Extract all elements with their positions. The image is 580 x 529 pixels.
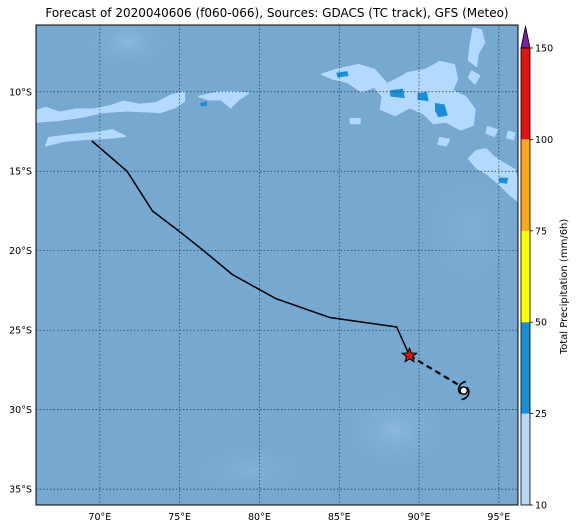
lat-tick-label: 10°S xyxy=(9,87,32,98)
past-track-line xyxy=(91,140,411,356)
precip-light-area xyxy=(44,129,127,147)
colorbar: 10 25 50 75 100 150 Total Precipitation (mm/6h… xyxy=(520,25,570,512)
colorbar-segment xyxy=(521,413,530,505)
precip-light-area xyxy=(349,118,361,125)
star-icon xyxy=(400,346,418,363)
cyclone-icon xyxy=(457,380,470,401)
precip-light-area xyxy=(36,91,186,123)
lon-tick-label: 70°E xyxy=(88,512,111,523)
precipitation-medium-layer xyxy=(200,71,509,184)
lat-tick-label: 25°S xyxy=(9,326,32,337)
plot-frame xyxy=(35,24,519,506)
precip-medium-area xyxy=(435,102,448,118)
colorbar-segment xyxy=(521,48,530,140)
axis-ticks: 70°E 75°E 80°E 85°E 90°E 95°E 10°S 15°S 20°S 25°S… xyxy=(9,87,510,523)
precip-medium-area xyxy=(390,88,405,99)
colorbar-tick-label: 100 xyxy=(535,135,553,146)
lat-tick-label: 35°S xyxy=(9,485,32,496)
colorbar-tick-label: 50 xyxy=(535,318,547,329)
graticule xyxy=(36,25,518,505)
colorbar-tick-label: 10 xyxy=(535,501,547,512)
map-title: Forecast of 2020040606 (f060-066), Sourc… xyxy=(45,6,509,20)
lat-tick-label: 30°S xyxy=(9,405,32,416)
lon-tick-label: 80°E xyxy=(248,512,271,523)
colorbar-label: Total Precipitation (mm/6h) xyxy=(559,219,570,356)
precip-light-area xyxy=(485,125,499,138)
precip-light-area xyxy=(506,130,516,141)
precip-light-area xyxy=(437,137,451,147)
lat-tick-label: 15°S xyxy=(9,167,32,178)
precip-medium-area xyxy=(417,91,429,102)
cyclone-track xyxy=(91,140,470,401)
precip-light-area xyxy=(467,70,481,85)
colorbar-segment xyxy=(521,139,530,231)
precip-medium-area xyxy=(336,71,349,78)
lon-tick-label: 75°E xyxy=(168,512,191,523)
lon-tick-label: 85°E xyxy=(328,512,351,523)
lat-tick-label: 20°S xyxy=(9,246,32,257)
lon-tick-label: 90°E xyxy=(408,512,431,523)
colorbar-tick-label: 150 xyxy=(535,44,553,55)
colorbar-frame xyxy=(520,47,531,506)
precip-medium-area xyxy=(200,101,207,107)
colorbar-tick-label: 25 xyxy=(535,409,547,420)
colorbar-tick-label: 75 xyxy=(535,226,547,237)
precip-medium-area xyxy=(498,177,509,184)
precip-light-area xyxy=(467,148,518,203)
colorbar-segment xyxy=(521,322,530,414)
lon-tick-label: 95°E xyxy=(487,512,510,523)
colorbar-extension xyxy=(520,25,531,49)
colorbar-segment xyxy=(521,230,530,323)
precip-light-area xyxy=(467,27,486,68)
